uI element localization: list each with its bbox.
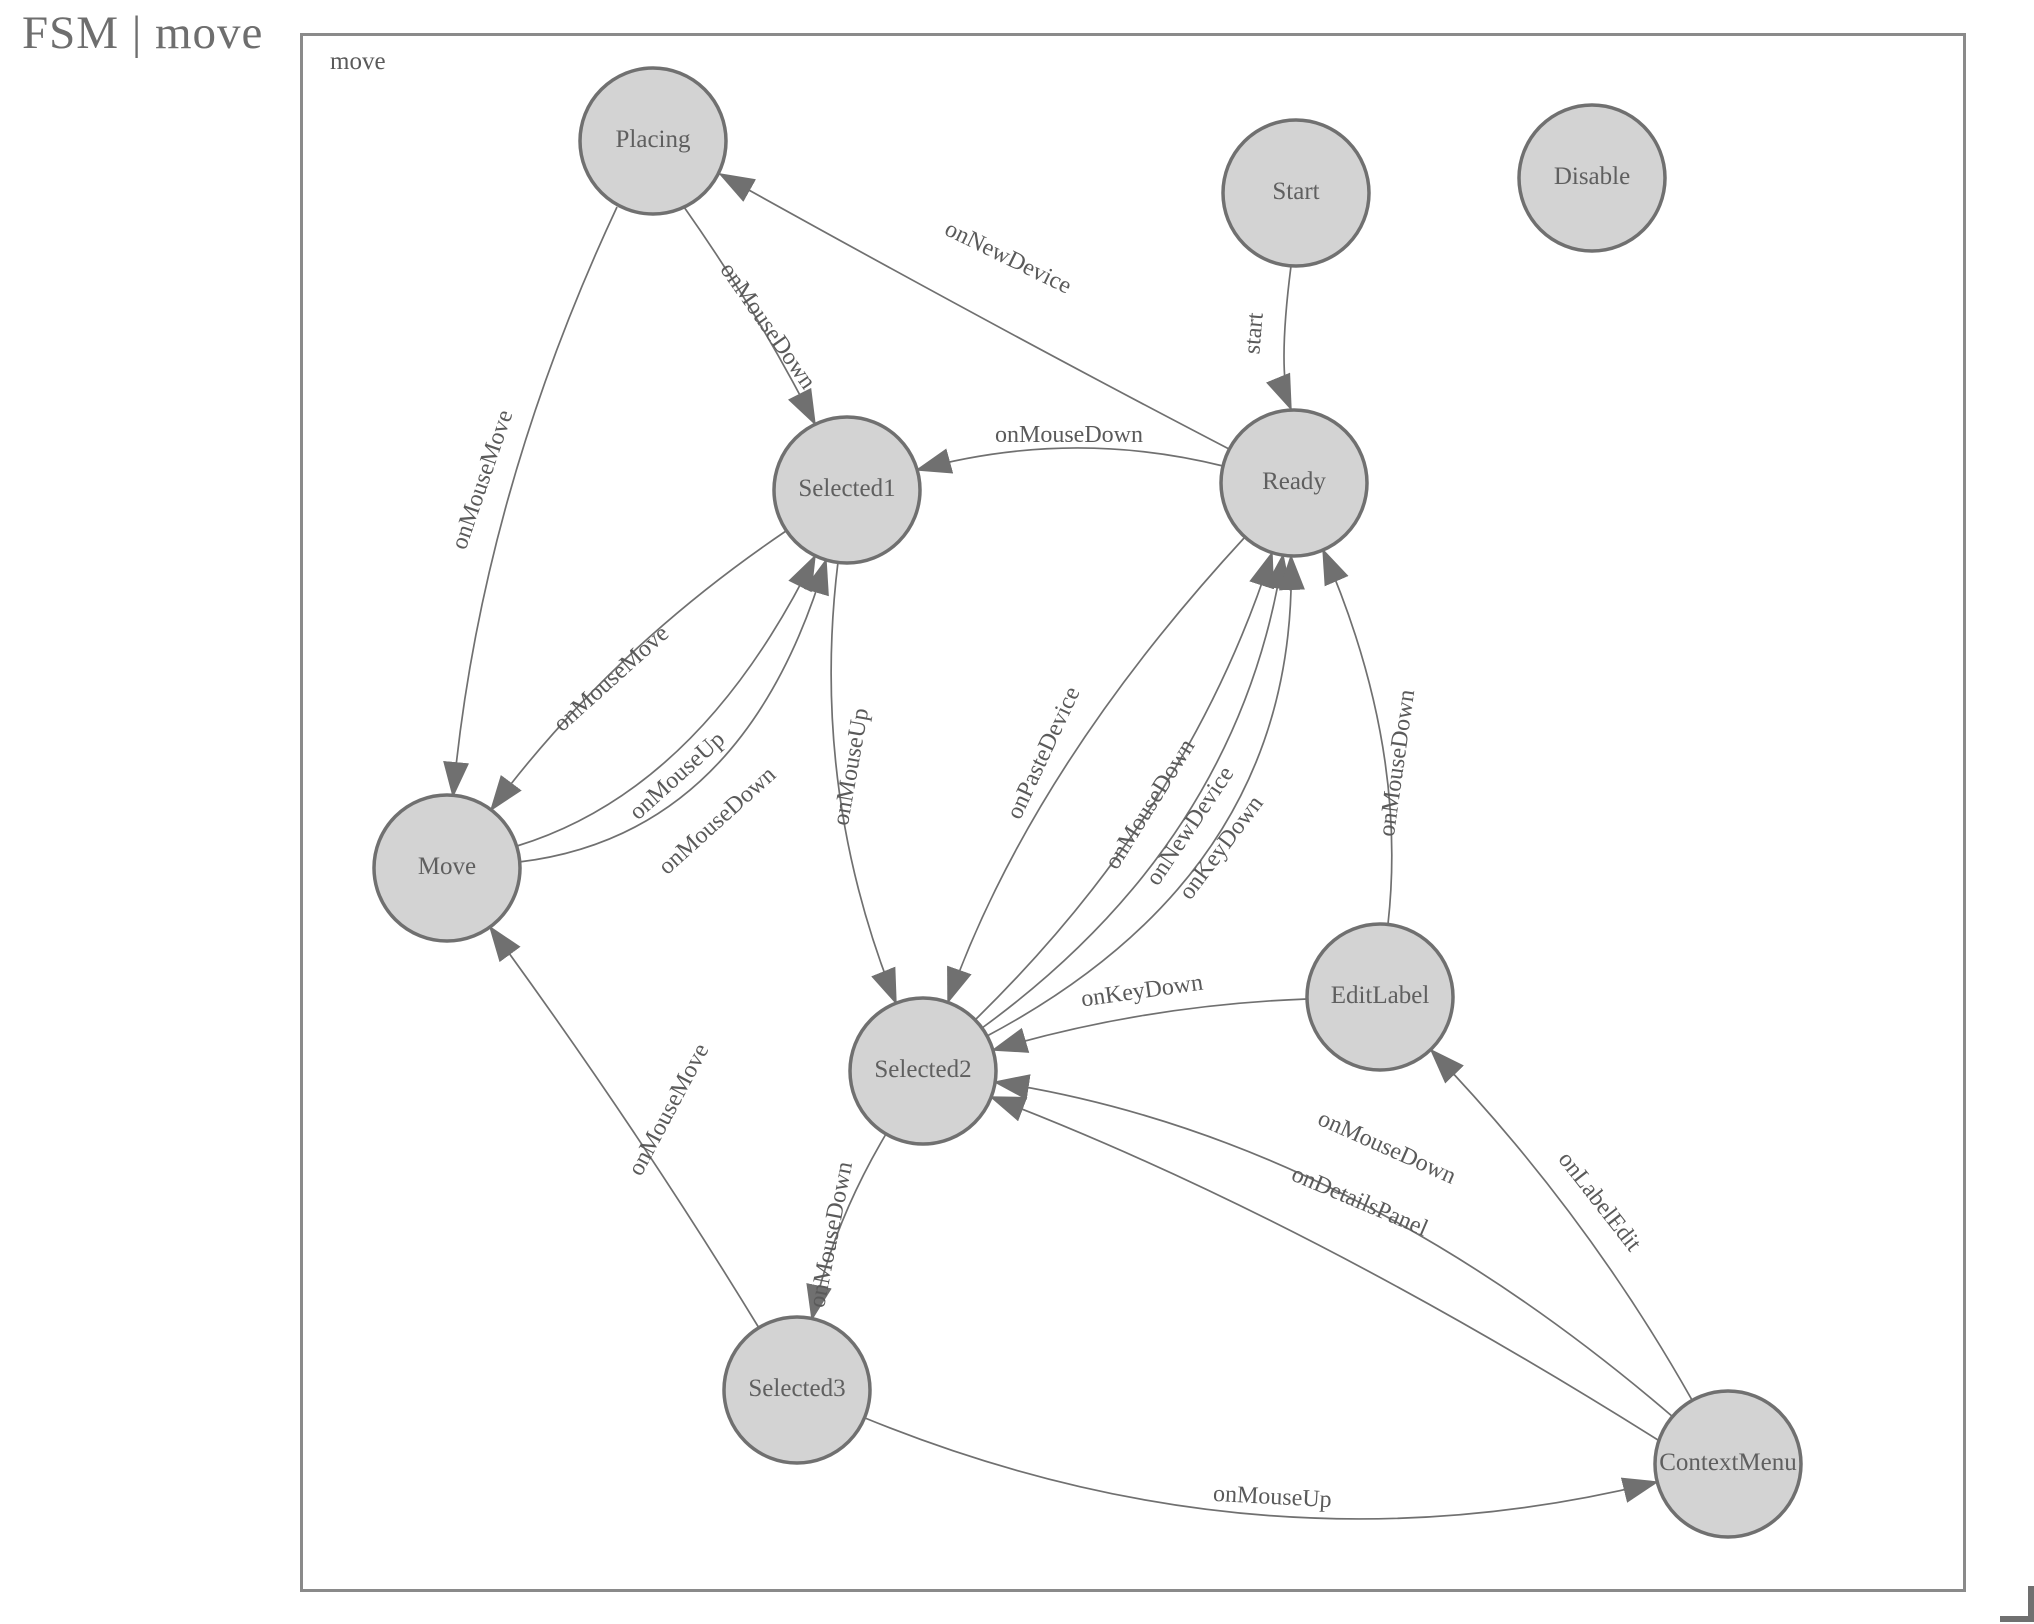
state-node-move[interactable]: Move (372, 793, 522, 943)
transition-contextmenu-selected2 (993, 1074, 1674, 1418)
state-circle-editlabel[interactable] (1305, 922, 1455, 1072)
transition-label-placing-selected1: onMouseDown (715, 258, 821, 394)
transition-selected2-ready (974, 551, 1275, 1021)
state-label-contextmenu: ContextMenu (1659, 1449, 1797, 1476)
transition-selected2-selected3 (806, 1133, 887, 1321)
state-circle-move[interactable] (372, 793, 522, 943)
transition-contextmenu-editlabel (1429, 1048, 1693, 1401)
transition-label-editlabel-selected2: onKeyDown (1079, 970, 1204, 1013)
transition-selected1-selected2 (830, 561, 897, 1005)
state-label-selected1: Selected1 (798, 475, 895, 502)
transition-selected3-move (488, 925, 760, 1329)
state-label-ready: Ready (1262, 468, 1326, 495)
transition-label-ready-selected1: onMouseDown (995, 422, 1143, 448)
state-node-editlabel[interactable]: EditLabel (1305, 922, 1455, 1072)
state-circle-contextmenu[interactable] (1653, 1389, 1803, 1539)
transition-selected2-ready (986, 554, 1305, 1037)
state-node-selected1[interactable]: Selected1 (772, 415, 922, 565)
diagram-mode-label: move (330, 48, 386, 75)
transition-label-selected3-contextmenu: onMouseUp (1212, 1481, 1332, 1513)
state-circle-selected3[interactable] (722, 1315, 872, 1465)
transition-label-start-ready: start (1239, 311, 1269, 355)
transition-move-selected1 (518, 558, 829, 863)
state-circle-placing[interactable] (578, 66, 728, 216)
state-circle-selected1[interactable] (772, 415, 922, 565)
state-label-selected2: Selected2 (874, 1056, 971, 1083)
transition-label-selected1-selected2: onMouseUp (828, 706, 874, 827)
state-node-ready[interactable]: Ready (1219, 408, 1369, 558)
transition-label-selected3-move: onMouseMove (623, 1039, 714, 1180)
transition-contextmenu-selected2 (989, 1096, 1659, 1441)
state-node-start[interactable]: Start (1221, 118, 1371, 268)
state-label-move: Move (418, 853, 476, 880)
transition-label-contextmenu-selected2: onDetailsPanel (1288, 1161, 1432, 1242)
states-layer: Placing Start Disable Selected1 Ready Move Sel… (372, 66, 1803, 1539)
scrollbar-corner (2000, 1586, 2034, 1622)
transition-ready-selected2 (947, 536, 1246, 1004)
diagram-frame (300, 33, 1966, 1592)
transition-label-ready-placing: onNewDevice (941, 216, 1076, 300)
transition-label-editlabel-ready: onMouseDown (1374, 688, 1420, 838)
state-node-selected2[interactable]: Selected2 (848, 996, 998, 1146)
state-circle-ready[interactable] (1219, 408, 1369, 558)
state-label-placing: Placing (616, 126, 691, 153)
transition-selected2-ready (981, 553, 1291, 1029)
state-label-disable: Disable (1554, 163, 1630, 190)
transition-editlabel-selected2 (991, 998, 1308, 1053)
state-circle-disable[interactable] (1517, 103, 1667, 253)
state-node-selected3[interactable]: Selected3 (722, 1315, 872, 1465)
state-node-disable[interactable]: Disable (1517, 103, 1667, 253)
transition-selected1-move (489, 530, 787, 812)
state-label-start: Start (1272, 178, 1319, 205)
transition-selected3-contextmenu (864, 1417, 1659, 1520)
state-circle-start[interactable] (1221, 118, 1371, 268)
state-node-contextmenu[interactable]: ContextMenu (1653, 1389, 1803, 1539)
state-label-editlabel: EditLabel (1331, 982, 1430, 1009)
state-node-placing[interactable]: Placing (578, 66, 728, 216)
transition-start-ready (1266, 265, 1292, 411)
state-label-selected3: Selected3 (748, 1375, 845, 1402)
transition-ready-placing (718, 173, 1230, 450)
page-title: FSM | move (22, 7, 264, 59)
transition-editlabel-ready (1322, 548, 1393, 925)
transition-move-selected1 (516, 554, 816, 847)
state-circle-selected2[interactable] (848, 996, 998, 1146)
transitions-layer: onMouseDown onMouseMove onNewDevice start on… (443, 173, 1693, 1520)
transition-placing-selected1 (683, 206, 816, 426)
transition-label-selected2-selected3: onMouseDown (804, 1160, 858, 1310)
transition-placing-move (443, 206, 618, 798)
transition-label-contextmenu-editlabel: onLabelEdit (1553, 1147, 1647, 1257)
transition-ready-selected1 (915, 447, 1224, 474)
transition-label-selected1-move: onMouseMove (549, 621, 674, 738)
transition-label-placing-move: onMouseMove (446, 407, 518, 553)
